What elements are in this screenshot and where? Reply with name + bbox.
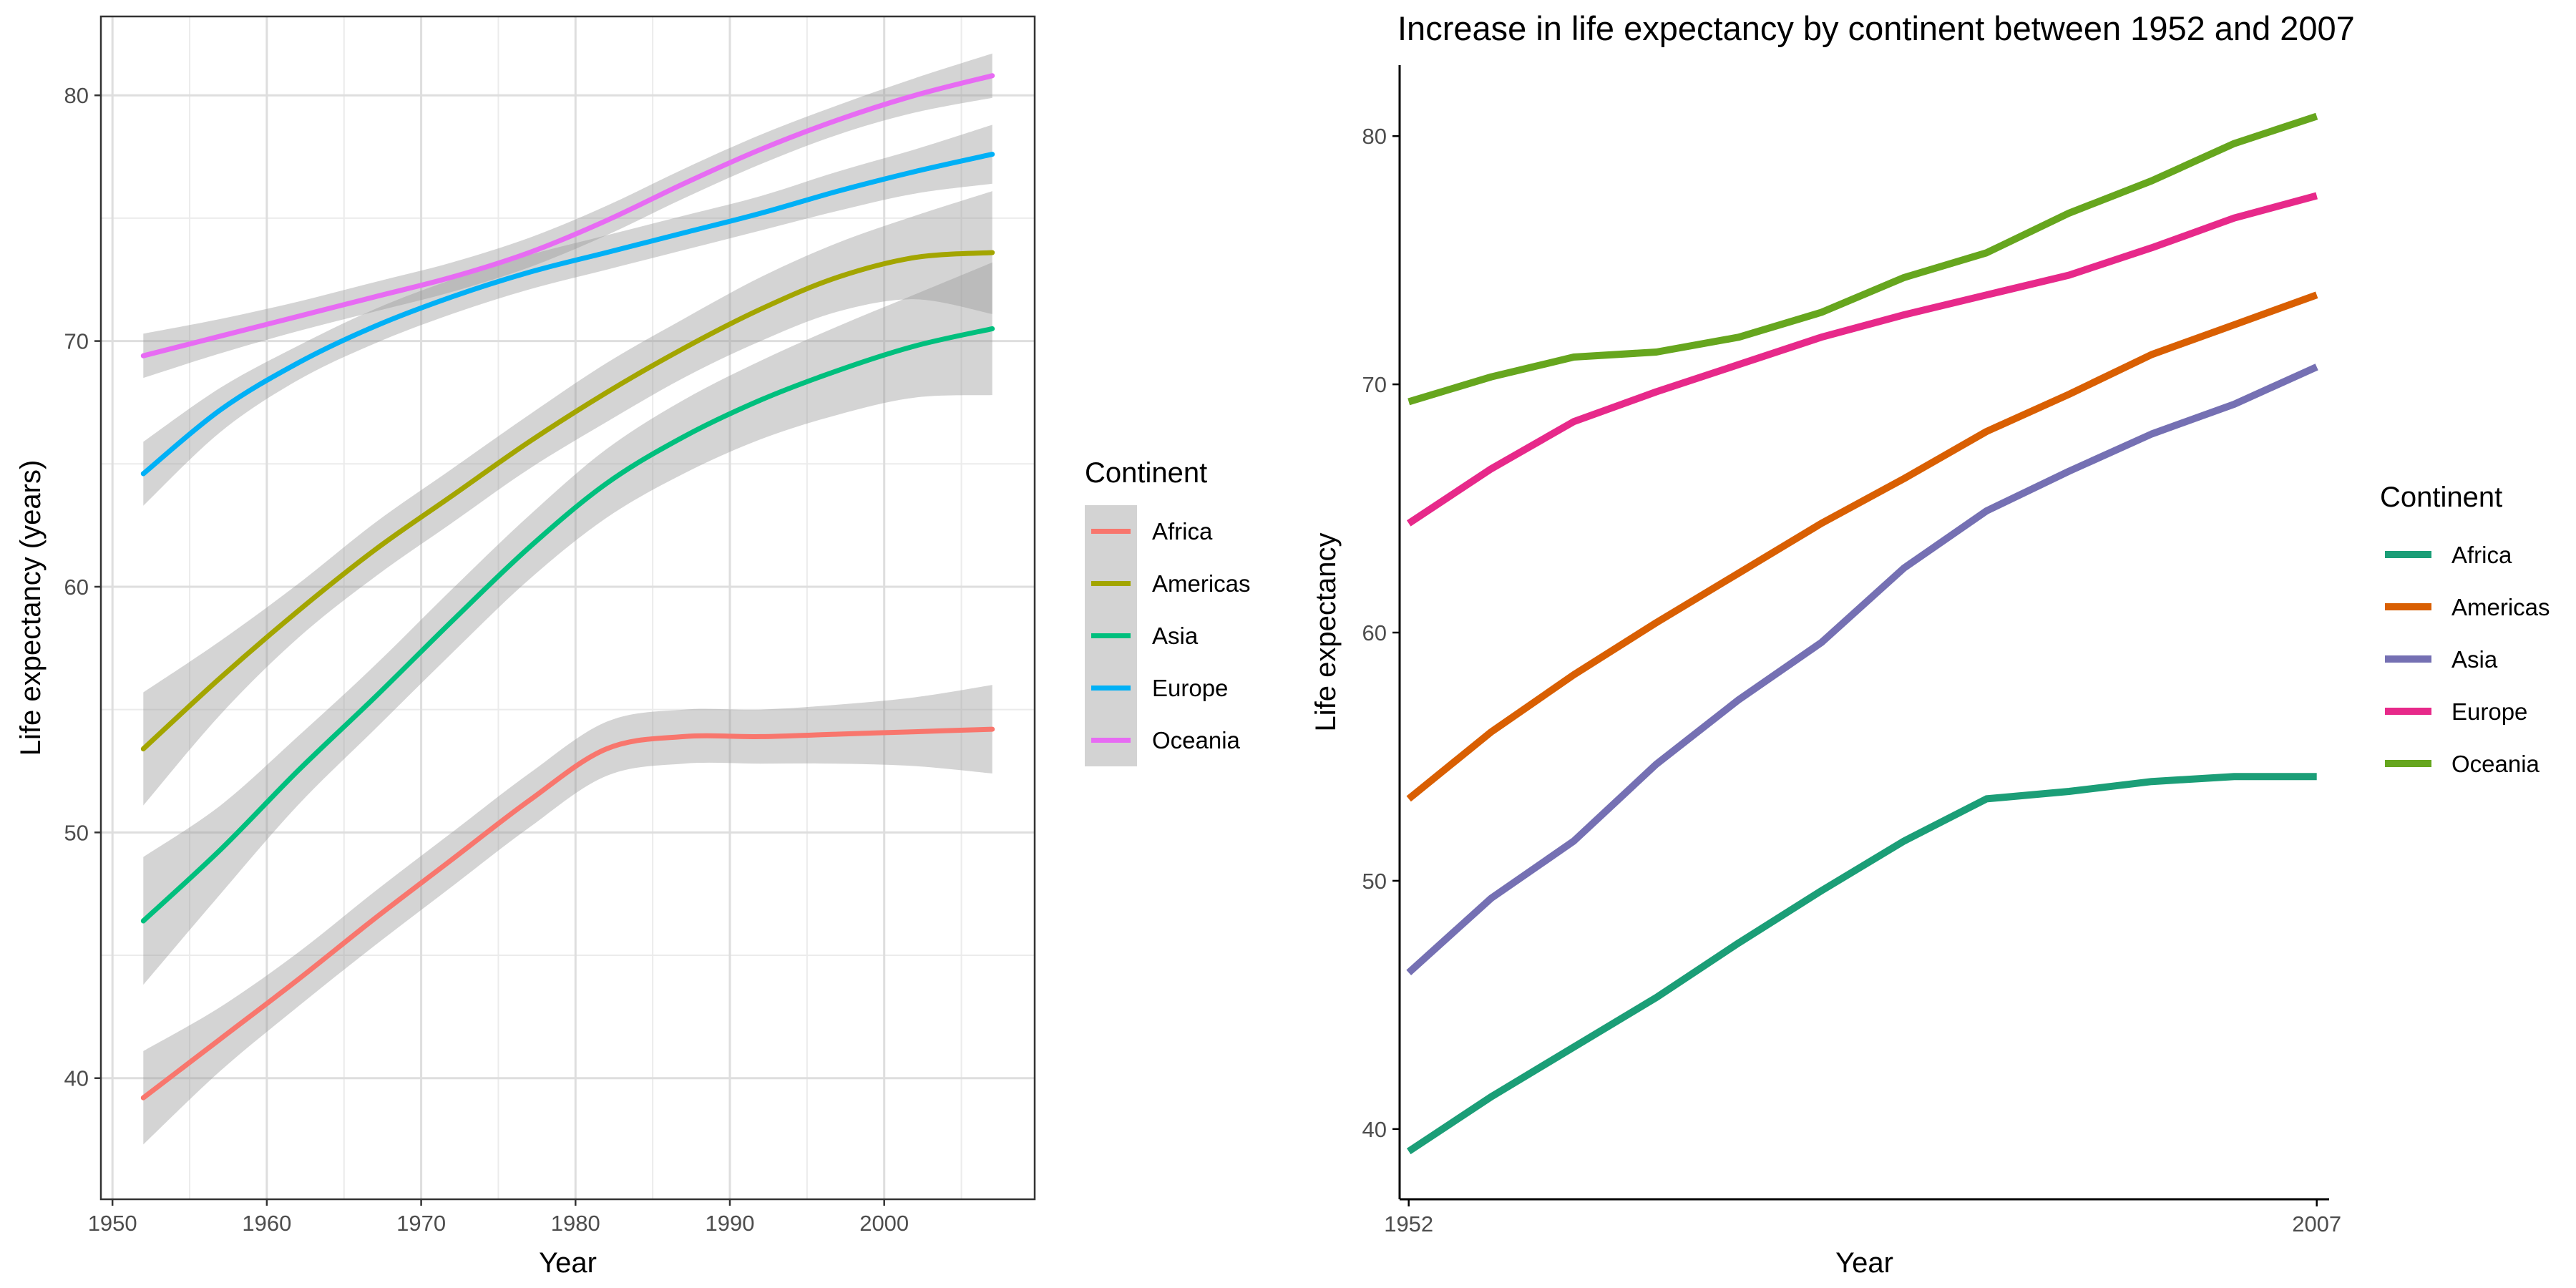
right-x-axis-title: Year <box>1835 1247 1893 1279</box>
right-legend: Continent Africa Americas Asia Europe Oceani… <box>2380 482 2550 777</box>
left-legend-label-asia: Asia <box>1152 623 1199 649</box>
right-series-line-americas <box>1406 291 2318 802</box>
right-y-tick-label: 40 <box>1362 1117 1387 1142</box>
left-legend-label-americas: Americas <box>1152 570 1251 597</box>
left-series-line-asia <box>140 326 995 924</box>
left-series-line-americas <box>140 250 995 752</box>
left-legend: Continent Africa Americas Asia Europe Oceani… <box>1085 457 1251 766</box>
left-series-line-africa <box>140 726 995 1101</box>
right-y-axis-title: Life expectancy <box>1310 533 1342 732</box>
right-series-line-europe <box>1406 192 2318 527</box>
left-confidence-band-americas <box>143 191 992 806</box>
left-x-tick-label: 1990 <box>706 1211 755 1236</box>
right-series-line-asia <box>1406 364 2318 976</box>
right-y-tick-label: 80 <box>1362 124 1387 149</box>
left-plot-background <box>101 16 1035 1199</box>
right-x-tick-label: 1952 <box>1384 1211 1433 1236</box>
left-series-line-europe <box>140 152 995 477</box>
left-x-axis-title: Year <box>539 1247 597 1279</box>
left-confidence-band-asia <box>143 262 992 985</box>
left-axis-ticks: 1950 1960 1970 1980 1990 2000 40 50 60 70 80 <box>64 83 909 1236</box>
left-series-line-oceania <box>140 73 995 358</box>
left-legend-label-africa: Africa <box>1152 518 1213 545</box>
left-y-tick-label: 60 <box>64 575 89 600</box>
right-series-lines <box>1406 112 2318 1155</box>
left-confidence-band-oceania <box>143 53 992 379</box>
left-x-tick-label: 1980 <box>551 1211 600 1236</box>
left-series-lines <box>140 73 995 1101</box>
right-legend-title: Continent <box>2380 482 2502 513</box>
right-legend-label-europe: Europe <box>2451 698 2527 725</box>
left-x-tick-label: 1960 <box>242 1211 291 1236</box>
left-legend-title: Continent <box>1085 457 1207 489</box>
right-series-line-oceania <box>1407 112 2318 406</box>
left-y-tick-label: 80 <box>64 83 89 108</box>
right-legend-label-africa: Africa <box>2451 542 2512 568</box>
left-x-tick-label: 2000 <box>859 1211 909 1236</box>
right-legend-label-asia: Asia <box>2451 646 2498 673</box>
right-legend-label-oceania: Oceania <box>2451 751 2540 777</box>
right-legend-label-americas: Americas <box>2451 594 2550 620</box>
left-gridlines <box>101 16 1035 1199</box>
right-y-tick-label: 60 <box>1362 620 1387 645</box>
right-x-tick-label: 2007 <box>2292 1211 2341 1236</box>
left-y-tick-label: 50 <box>64 820 89 845</box>
right-y-tick-label: 70 <box>1362 372 1387 397</box>
left-y-tick-label: 70 <box>64 329 89 354</box>
left-confidence-band-europe <box>143 125 992 506</box>
right-chart-title: Increase in life expectancy by continent… <box>1397 9 2355 47</box>
right-y-tick-label: 50 <box>1362 869 1387 894</box>
left-legend-label-oceania: Oceania <box>1152 727 1241 753</box>
left-x-tick-label: 1970 <box>396 1211 446 1236</box>
right-series-line-africa <box>1406 773 2317 1155</box>
left-y-tick-label: 40 <box>64 1066 89 1091</box>
right-panel: Increase in life expectancy by continent… <box>1310 9 2550 1279</box>
left-y-axis-title: Life expectancy (years) <box>15 460 47 756</box>
left-plot-border <box>99 15 1036 1201</box>
right-axis-ticks: 1952 2007 40 50 60 70 80 <box>1362 124 2342 1236</box>
left-x-tick-label: 1950 <box>88 1211 137 1236</box>
left-legend-label-europe: Europe <box>1152 675 1228 701</box>
